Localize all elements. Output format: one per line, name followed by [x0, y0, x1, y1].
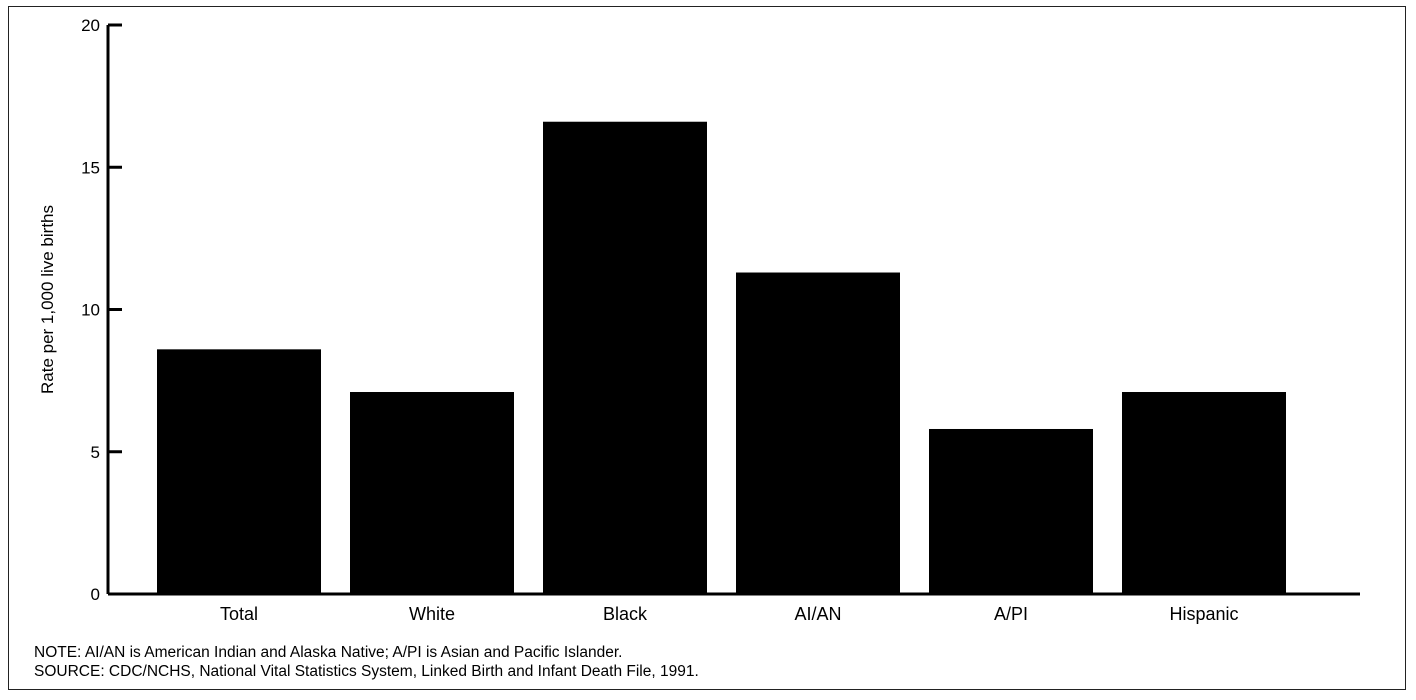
bar-ai-an: [736, 272, 900, 594]
x-labels-group: Total White Black AI/AN A/PI Hispanic: [220, 604, 1239, 624]
bar-hispanic: [1122, 392, 1286, 594]
bar-chart: 0 5 10 15 20 Total White Black AI/AN A/PI Hispani…: [38, 16, 1360, 624]
x-category-label: Black: [603, 604, 648, 624]
bar-black: [543, 121, 707, 594]
notes-block: NOTE: AI/AN is American Indian and Alask…: [34, 643, 699, 681]
x-category-label: Hispanic: [1169, 604, 1238, 624]
x-category-label: Total: [220, 604, 258, 624]
x-category-label: A/PI: [994, 604, 1028, 624]
bar-white: [350, 392, 514, 594]
y-tick-label: 5: [91, 443, 100, 462]
y-tick-label: 10: [81, 301, 100, 320]
bar-total: [157, 349, 321, 594]
y-axis-title: Rate per 1,000 live births: [38, 205, 57, 394]
y-ticks-group: 0 5 10 15 20: [81, 16, 122, 604]
note-text: NOTE: AI/AN is American Indian and Alask…: [34, 644, 623, 661]
y-tick-label: 20: [81, 16, 100, 35]
x-category-label: AI/AN: [794, 604, 841, 624]
y-tick-label: 15: [81, 158, 100, 177]
bars-group: [157, 121, 1286, 594]
y-tick-label: 0: [91, 585, 100, 604]
x-category-label: White: [409, 604, 455, 624]
source-text: SOURCE: CDC/NCHS, National Vital Statist…: [34, 663, 699, 680]
bar-a-pi: [929, 428, 1093, 594]
